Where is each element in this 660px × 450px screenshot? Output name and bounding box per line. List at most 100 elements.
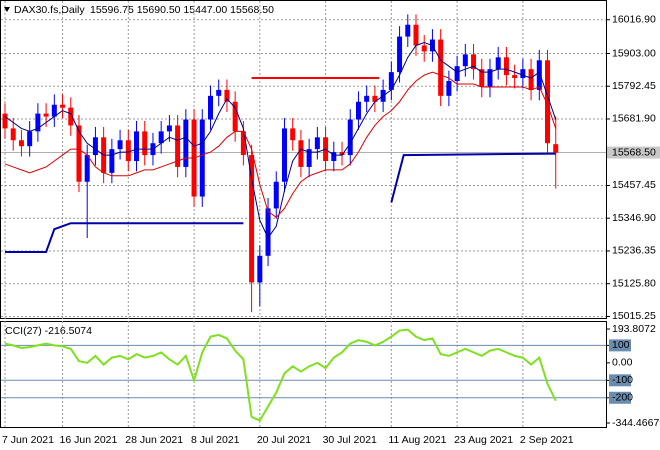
level-label-box bbox=[609, 374, 631, 387]
candle-body bbox=[257, 255, 263, 283]
candle-body bbox=[142, 131, 148, 156]
candle-body bbox=[232, 101, 238, 132]
level-label-box bbox=[609, 391, 631, 404]
candle-body bbox=[503, 57, 509, 76]
x-tick-label: 23 Aug 2021 bbox=[454, 434, 513, 446]
moving-average bbox=[4, 41, 557, 240]
candle-body bbox=[183, 119, 189, 167]
candle-body bbox=[27, 131, 33, 147]
candle-body bbox=[35, 113, 41, 132]
candle-body bbox=[68, 107, 74, 126]
symbol-title: DAX30.fs,Daily bbox=[14, 4, 85, 16]
candle-body bbox=[347, 119, 353, 156]
candle-body bbox=[454, 66, 460, 82]
y-tick-label: 15236.35 bbox=[612, 245, 656, 257]
candle-body bbox=[355, 101, 361, 120]
y-tick-label: 0.00 bbox=[612, 357, 633, 369]
main-panel-frame bbox=[0, 0, 607, 319]
candle-body bbox=[446, 81, 452, 96]
candle-body bbox=[339, 152, 345, 156]
candle-body bbox=[536, 60, 542, 90]
candle-body bbox=[545, 60, 551, 144]
candle-body bbox=[364, 95, 370, 102]
candle-body bbox=[240, 131, 246, 156]
candle-body bbox=[553, 144, 559, 153]
y-tick-label: -100 bbox=[612, 374, 633, 386]
x-tick-label: 8 Jul 2021 bbox=[191, 434, 240, 446]
x-tick-label: 2 Sep 2021 bbox=[520, 434, 574, 446]
candle-body bbox=[306, 149, 312, 167]
cci-line bbox=[4, 328, 557, 422]
y-tick-label: -344.4667 bbox=[612, 417, 659, 429]
x-tick-label: 28 Jun 2021 bbox=[125, 434, 183, 446]
level-line bbox=[5, 222, 244, 253]
y-tick-label: 15903.00 bbox=[612, 47, 656, 59]
candle-body bbox=[18, 140, 24, 147]
y-tick-label: 15125.80 bbox=[612, 277, 656, 289]
candle-body bbox=[413, 24, 419, 46]
candle-body bbox=[372, 95, 378, 102]
x-tick-label: 16 Jun 2021 bbox=[60, 434, 118, 446]
y-tick-label: 100 bbox=[612, 339, 630, 351]
symbol-icon bbox=[4, 7, 10, 12]
candle-body bbox=[249, 155, 255, 283]
y-tick-label: -200 bbox=[612, 392, 633, 404]
candle-body bbox=[397, 36, 403, 73]
y-tick-label: 15346.90 bbox=[612, 212, 656, 224]
candle-body bbox=[2, 113, 8, 129]
ohlc-label: 15596.75 15690.50 15447.00 15568.50 bbox=[90, 4, 274, 16]
moving-average bbox=[4, 71, 557, 218]
candle-body bbox=[224, 89, 230, 102]
candle-body bbox=[43, 113, 49, 117]
candle-body bbox=[166, 125, 172, 132]
level-label-box bbox=[609, 339, 631, 352]
candle-body bbox=[134, 131, 140, 161]
cci-title: CCI(27) -216.5074 bbox=[5, 325, 92, 337]
y-tick-label: 15457.45 bbox=[612, 179, 656, 191]
cci-panel-frame bbox=[0, 321, 607, 428]
candle-body bbox=[290, 128, 296, 141]
candle-body bbox=[265, 208, 271, 256]
candle-body bbox=[125, 140, 131, 161]
candle-body bbox=[109, 149, 115, 173]
candle-body bbox=[199, 119, 205, 197]
candle-body bbox=[84, 155, 90, 182]
candle-body bbox=[273, 181, 279, 209]
candle-body bbox=[438, 39, 444, 96]
candle-body bbox=[281, 128, 287, 182]
candle-body bbox=[208, 95, 213, 120]
x-tick-label: 30 Jul 2021 bbox=[323, 434, 377, 446]
y-tick-label: 15681.90 bbox=[612, 113, 656, 125]
candle-body bbox=[216, 89, 222, 96]
candle-body bbox=[158, 131, 164, 144]
candle-body bbox=[487, 69, 493, 87]
candle-body bbox=[512, 75, 518, 79]
x-tick-label: 7 Jun 2021 bbox=[2, 434, 54, 446]
candle-body bbox=[479, 69, 485, 87]
candle-body bbox=[528, 69, 534, 90]
candle-body bbox=[298, 140, 304, 167]
y-tick-label: 16016.90 bbox=[612, 14, 656, 26]
candle-body bbox=[471, 54, 477, 70]
price-label-box bbox=[607, 146, 660, 159]
candle-body bbox=[405, 24, 411, 37]
candle-body bbox=[331, 152, 337, 161]
x-tick-label: 20 Jul 2021 bbox=[257, 434, 311, 446]
candle-body bbox=[388, 72, 394, 90]
candle-body bbox=[10, 128, 16, 141]
candle-body bbox=[76, 125, 82, 182]
y-tick-label: 15015.25 bbox=[612, 310, 656, 322]
y-tick-label: 193.8072 bbox=[612, 323, 656, 335]
candle-body bbox=[92, 137, 98, 156]
candle-body bbox=[51, 104, 57, 117]
y-tick-label: 15792.45 bbox=[612, 80, 656, 92]
level-line bbox=[390, 152, 556, 203]
candle-body bbox=[520, 69, 526, 79]
candle-body bbox=[117, 140, 123, 150]
price-label: 15568.50 bbox=[612, 146, 656, 158]
candle-body bbox=[60, 104, 66, 108]
candle-body bbox=[421, 45, 427, 52]
candle-body bbox=[314, 137, 320, 150]
